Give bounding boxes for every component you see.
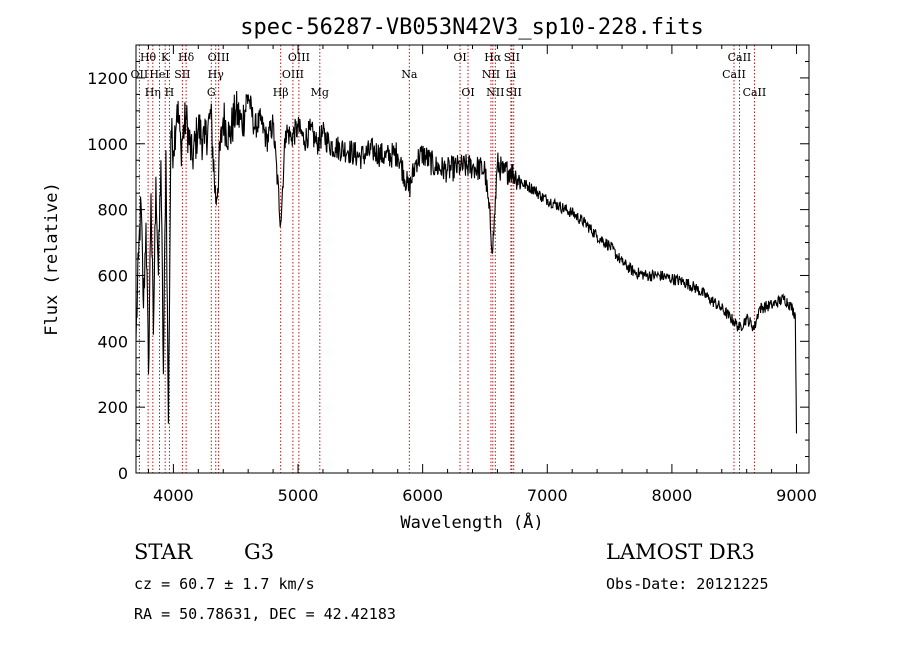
subclass: G3 (244, 540, 274, 564)
y-tick-label: 1000 (87, 135, 128, 154)
spectral-line-label: Li (505, 68, 516, 81)
spectral-line-labels: Hθ OII Hη K HeI H Hδ SII OIII Hγ G Hβ OIII OIII Mg Na OI… (131, 51, 767, 99)
x-tick-label: 7000 (527, 486, 568, 505)
spectral-line-label: OIII (208, 51, 230, 64)
spectral-line-label: Na (401, 68, 418, 81)
x-tick-label: 4000 (153, 486, 194, 505)
spectral-line-label: Mg (311, 86, 329, 99)
y-tick-label: 800 (97, 201, 128, 220)
x-tick-label: 6000 (402, 486, 443, 505)
spectral-line-label: CaII (728, 51, 752, 64)
x-tick-label: 9000 (776, 486, 817, 505)
object-class: STAR (134, 540, 193, 564)
spectral-line-label: Hα (484, 51, 502, 64)
spectral-line-label: SII (174, 68, 190, 81)
spectral-line-label: NII (486, 86, 504, 99)
spectral-line-label: CaII (743, 86, 767, 99)
y-tick-label: 600 (97, 266, 128, 285)
x-axis-label: Wavelength (Å) (400, 511, 543, 533)
spectral-line-label: OI (453, 51, 466, 64)
x-tick-label: 5000 (278, 486, 319, 505)
y-tick-label: 400 (97, 332, 128, 351)
spectral-line-label: OIII (282, 68, 304, 81)
spectral-line-label: NII (482, 68, 500, 81)
spectral-line-label: OIII (288, 51, 310, 64)
redshift-velocity: cz = 60.7 ± 1.7 km/s (134, 575, 315, 593)
spectral-line-label: CaII (722, 68, 746, 81)
y-tick-label: 1200 (87, 69, 128, 88)
spectral-line-label: G (207, 86, 216, 99)
x-tick-label: 8000 (652, 486, 693, 505)
spectral-line-label: K (161, 51, 170, 64)
coordinates: RA = 50.78631, DEC = 42.42183 (134, 605, 396, 623)
spectral-line-label: HeI (149, 68, 169, 81)
spectral-line-label: Hβ (273, 86, 289, 99)
spectral-line-label: H (165, 86, 175, 99)
spectral-line-label: Hη (145, 86, 161, 99)
obs-date: Obs-Date: 20121225 (606, 575, 769, 593)
y-axis-label: Flux (relative) (42, 182, 62, 336)
spectral-line-label: Hθ (140, 51, 157, 64)
spectral-line-label: SII (504, 51, 520, 64)
spectral-line-label: Hγ (208, 68, 225, 81)
survey-name: LAMOST DR3 (606, 540, 755, 564)
chart-title: spec-56287-VB053N42V3_sp10-228.fits (240, 15, 704, 40)
y-axis-ticks: 0 200 400 600 800 1000 1200 (87, 44, 809, 483)
spectral-line-label: OII (131, 68, 149, 81)
y-tick-label: 200 (97, 398, 128, 417)
y-tick-label: 0 (118, 464, 128, 483)
flux-series-line (135, 90, 798, 434)
spectral-line-label: SII (506, 86, 522, 99)
spectral-line-label: OI (461, 86, 474, 99)
x-axis-ticks: 4000 5000 6000 7000 8000 9000 (147, 45, 817, 505)
spectral-line-label: Hδ (178, 51, 195, 64)
spectral-line-markers (138, 45, 755, 473)
